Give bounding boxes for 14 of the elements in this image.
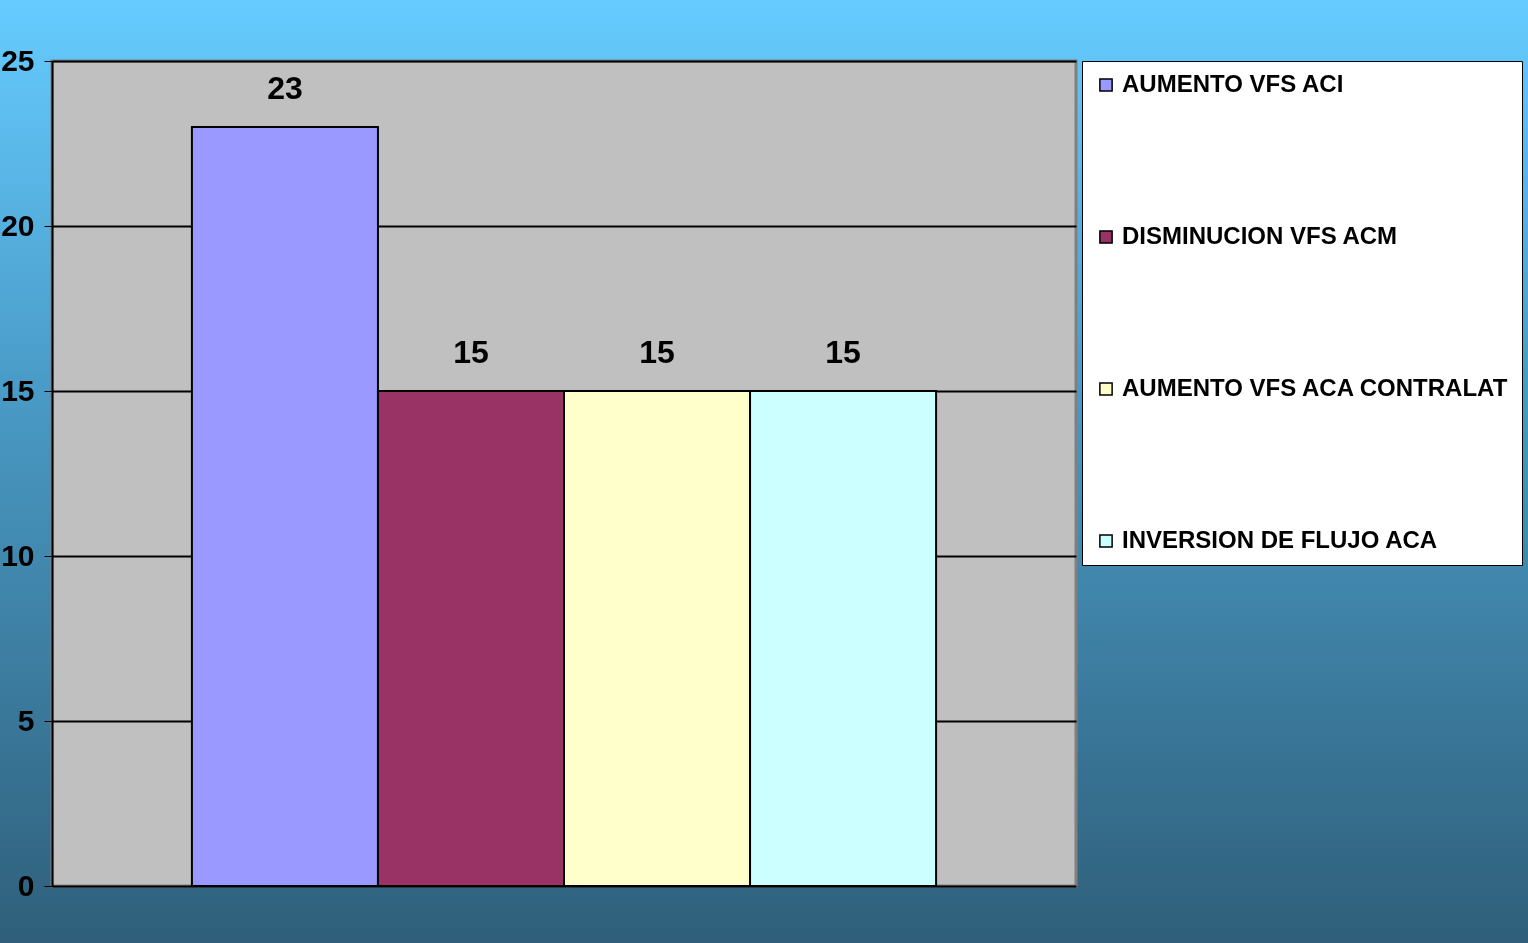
legend-label: DISMINUCION VFS ACM xyxy=(1122,222,1398,249)
y-tick-label: 10 xyxy=(1,538,35,572)
legend-label: AUMENTO VFS ACA CONTRALAT xyxy=(1122,374,1508,401)
data-label: 15 xyxy=(453,334,489,370)
data-label: 23 xyxy=(267,70,303,106)
data-label: 15 xyxy=(825,334,861,370)
y-tick-label: 25 xyxy=(1,43,35,77)
y-tick-label: 20 xyxy=(1,208,35,242)
data-label: 15 xyxy=(639,334,675,370)
legend-label: INVERSION DE FLUJO ACA xyxy=(1122,526,1438,553)
y-tick-label: 5 xyxy=(17,703,35,737)
y-tick-label: 15 xyxy=(1,373,35,407)
y-tick-label: 0 xyxy=(17,868,35,902)
legend-label: AUMENTO VFS ACI xyxy=(1122,70,1344,97)
